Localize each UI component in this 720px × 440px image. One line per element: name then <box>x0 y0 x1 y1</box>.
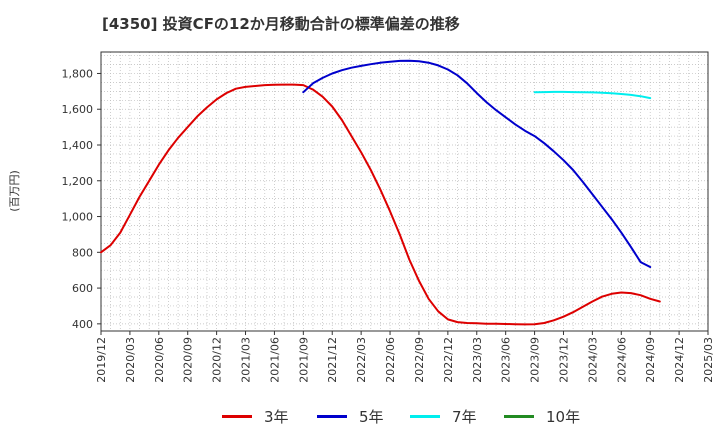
y-tick-label: 600 <box>72 282 93 295</box>
x-tick-label: 2022/12 <box>442 337 455 383</box>
series-line-3年 <box>100 83 661 326</box>
x-axis: 2019/12 2020/03 2020/06 2020/09 2020/12 2021/… <box>95 331 715 383</box>
x-tick-label: 2022/09 <box>413 337 426 383</box>
x-tick-label: 2023/09 <box>529 337 542 383</box>
x-tick-label: 2022/06 <box>384 337 397 383</box>
grid <box>100 52 709 331</box>
y-axis-label: (百万円) <box>8 170 21 212</box>
x-tick-label: 2025/03 <box>702 337 715 383</box>
legend-item-10y: 10年 <box>504 404 580 428</box>
x-tick-label: 2023/03 <box>471 337 484 383</box>
x-tick-label: 2021/09 <box>297 337 310 383</box>
chart-title: [4350] 投資CFの12か月移動合計の標準偏差の推移 <box>102 15 460 33</box>
legend-item-3y: 3年 <box>222 404 289 428</box>
x-tick-label: 2021/12 <box>326 337 339 383</box>
x-tick-label: 2019/12 <box>95 337 108 383</box>
legend: 3年 5年 7年 10年 <box>0 404 720 428</box>
legend-item-5y: 5年 <box>317 404 384 428</box>
x-tick-label: 2024/09 <box>644 337 657 383</box>
series-line-7年 <box>533 90 652 100</box>
legend-swatch-5y <box>317 414 347 418</box>
legend-item-7y: 7年 <box>410 404 477 428</box>
plot-frame <box>100 51 709 332</box>
x-tick-label: 2023/12 <box>557 337 570 383</box>
y-tick-label: 400 <box>72 318 93 331</box>
x-tick-label: 2020/09 <box>182 337 195 383</box>
legend-label-7y: 7年 <box>452 407 477 426</box>
legend-label-10y: 10年 <box>546 407 581 426</box>
y-tick-label: 1,200 <box>62 175 94 188</box>
legend-swatch-3y <box>222 414 252 418</box>
y-tick-label: 800 <box>72 246 93 259</box>
y-tick-label: 1,400 <box>62 139 94 152</box>
y-axis: 400 600 800 1,000 1,200 1,400 1,600 1,800 <box>62 67 101 331</box>
x-tick-label: 2020/03 <box>124 337 137 383</box>
series-line-5年 <box>302 59 652 268</box>
x-tick-label: 2024/03 <box>586 337 599 383</box>
plot-background <box>101 52 708 331</box>
x-tick-label: 2023/06 <box>500 337 513 383</box>
x-tick-label: 2021/06 <box>268 337 281 383</box>
y-tick-label: 1,800 <box>62 67 94 80</box>
x-tick-label: 2022/03 <box>355 337 368 383</box>
legend-swatch-7y <box>410 414 440 418</box>
x-tick-label: 2024/06 <box>615 337 628 383</box>
y-tick-label: 1,600 <box>62 103 94 116</box>
legend-label-5y: 5年 <box>359 407 384 426</box>
x-tick-label: 2020/06 <box>153 337 166 383</box>
x-tick-label: 2020/12 <box>211 337 224 383</box>
legend-swatch-10y <box>504 414 534 418</box>
series <box>100 59 661 326</box>
x-tick-label: 2024/12 <box>673 337 686 383</box>
legend-label-3y: 3年 <box>264 407 289 426</box>
y-tick-label: 1,000 <box>62 211 94 224</box>
x-tick-label: 2021/03 <box>240 337 253 383</box>
